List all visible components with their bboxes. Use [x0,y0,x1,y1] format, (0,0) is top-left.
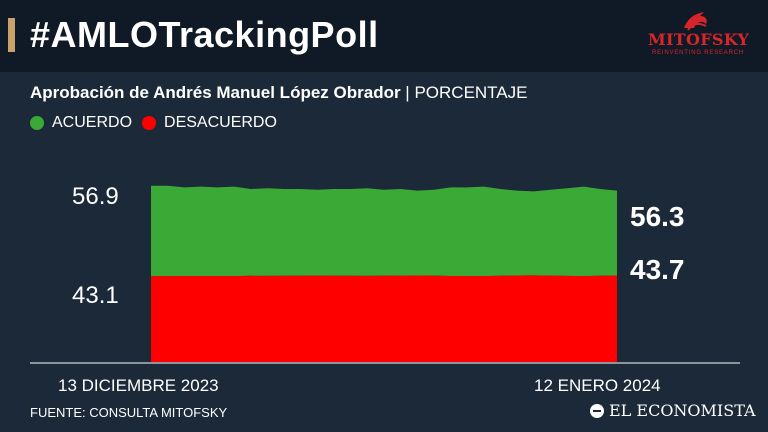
chart-subtitle: Aprobación de Andrés Manuel López Obrado… [30,83,528,103]
legend-label-desacuerdo: DESACUERDO [164,114,277,131]
x-label-start: 13 DICIEMBRE 2023 [58,376,219,395]
mitofsky-logo-icon [684,12,707,31]
header-bar: #AMLOTrackingPoll MITOFSKY REINVENTING R… [0,0,768,72]
legend-label-acuerdo: ACUERDO [52,114,133,131]
x-label-end: 12 ENERO 2024 [534,376,661,395]
y-tick-top: 56.9 [72,183,119,210]
legend-item-desacuerdo: DESACUERDO [142,114,277,132]
end-label-desacuerdo: 43.7 [630,254,685,285]
area-acuerdo [151,185,617,277]
subtitle-separator: | [400,83,415,102]
area-desacuerdo [151,275,617,362]
page-title: #AMLOTrackingPoll [30,14,379,55]
el-economista-icon [590,403,604,418]
end-label-acuerdo: 56.3 [630,201,685,232]
legend-dot-acuerdo [30,116,44,130]
subtitle-main: Aprobación de Andrés Manuel López Obrado… [30,83,401,102]
legend-dot-desacuerdo [142,116,157,130]
logo-text: MITOFSKY [648,30,750,49]
source-note: FUENTE: CONSULTA MITOFSKY [30,405,228,420]
logo-tagline: REINVENTING RESEARCH [651,50,744,56]
legend-item-acuerdo: ACUERDO [30,114,132,132]
chart-legend: ACUERDO DESACUERDO [30,114,287,132]
header-accent [8,18,15,52]
brand-text: EL ECONOMISTA [609,401,756,420]
mitofsky-logo: MITOFSKY REINVENTING RESEARCH [648,8,750,66]
el-economista-brand: EL ECONOMISTA [590,401,756,420]
y-tick-bottom: 43.1 [72,282,119,309]
subtitle-unit: PORCENTAJE [414,83,528,102]
